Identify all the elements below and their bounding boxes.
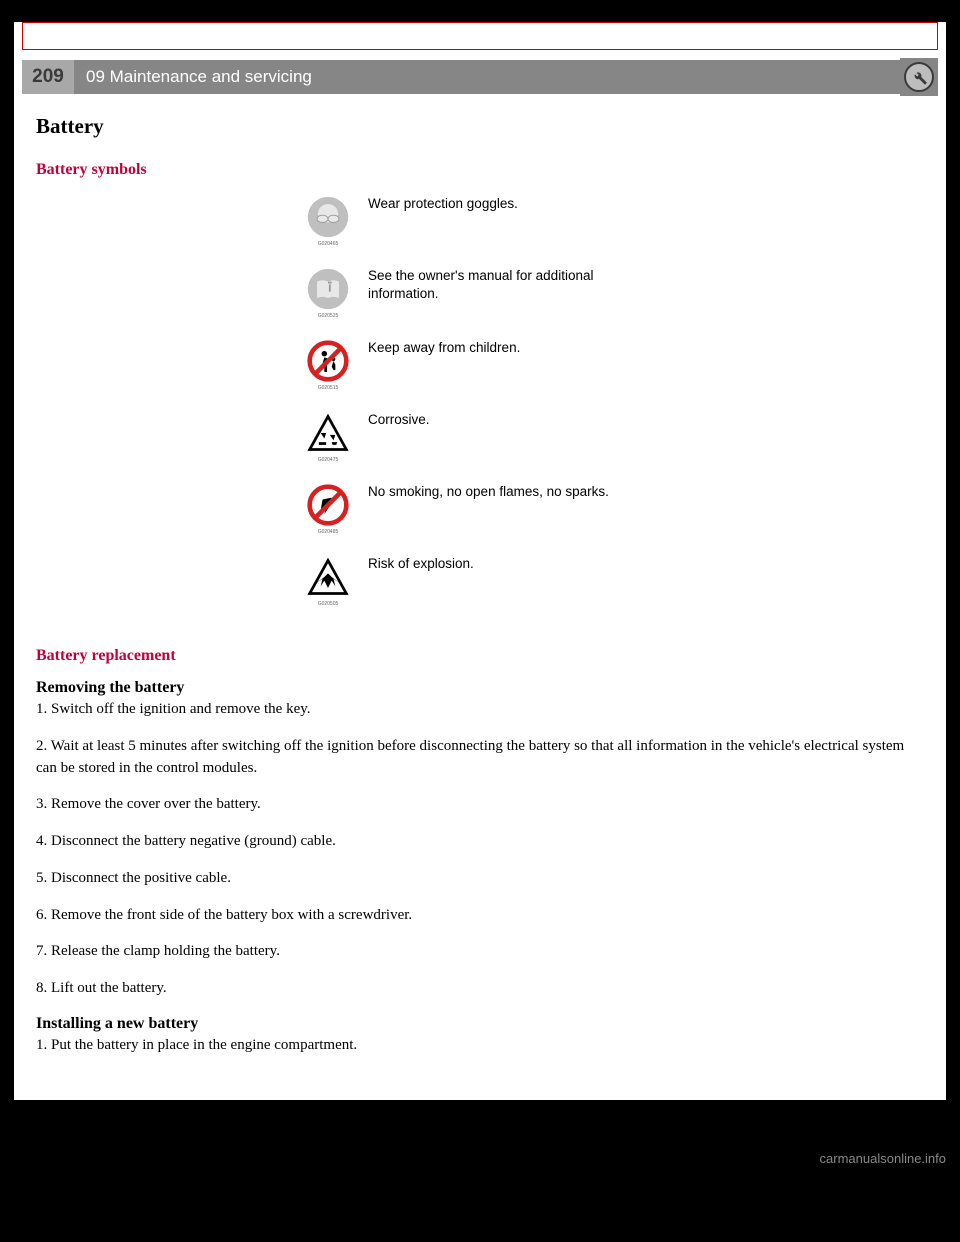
watermark: carmanualsonline.info xyxy=(820,1151,946,1166)
step: 8. Lift out the battery. xyxy=(36,978,924,1000)
symbol-text: Keep away from children. xyxy=(356,337,520,357)
section-battery-symbols: Battery symbols xyxy=(36,161,924,179)
step: 2. Wait at least 5 minutes after switchi… xyxy=(36,736,924,780)
icon-code: G020505 xyxy=(318,601,339,607)
chapter-title: 09 Maintenance and servicing xyxy=(74,60,900,94)
symbol-row: G020485 No smoking, no open flames, no s… xyxy=(300,481,660,547)
top-border-box xyxy=(22,22,938,50)
chapter-bar: 209 09 Maintenance and servicing xyxy=(22,58,938,96)
subsection-removing: Removing the battery xyxy=(36,679,924,697)
content-area: Battery Battery symbols G020465 Wear pro… xyxy=(14,96,946,1100)
page-number: 209 xyxy=(22,60,74,94)
symbol-text: Wear protection goggles. xyxy=(356,193,518,213)
manual-icon: G020525 xyxy=(300,265,356,331)
corrosive-icon: G020475 xyxy=(300,409,356,475)
wrench-badge xyxy=(900,58,938,96)
wrench-icon xyxy=(904,62,934,92)
symbol-row: G020465 Wear protection goggles. xyxy=(300,193,660,259)
symbol-row: G020525 See the owner's manual for addit… xyxy=(300,265,660,331)
symbol-text: See the owner's manual for additional in… xyxy=(356,265,660,303)
goggles-icon: G020465 xyxy=(300,193,356,259)
symbol-row: G020475 Corrosive. xyxy=(300,409,660,475)
icon-code: G020515 xyxy=(318,385,339,391)
explosion-icon: G020505 xyxy=(300,553,356,619)
icon-code: G020485 xyxy=(318,529,339,535)
step: 3. Remove the cover over the battery. xyxy=(36,794,924,816)
symbols-table: G020465 Wear protection goggles. G020525… xyxy=(300,193,660,619)
symbol-row: G020505 Risk of explosion. xyxy=(300,553,660,619)
icon-code: G020525 xyxy=(318,313,339,319)
icon-code: G020475 xyxy=(318,457,339,463)
step: 1. Put the battery in place in the engin… xyxy=(36,1035,924,1057)
subsection-installing: Installing a new battery xyxy=(36,1015,924,1033)
step: 7. Release the clamp holding the battery… xyxy=(36,941,924,963)
icon-code: G020465 xyxy=(318,241,339,247)
page-title: Battery xyxy=(36,114,924,139)
symbol-text: No smoking, no open flames, no sparks. xyxy=(356,481,609,501)
symbol-text: Risk of explosion. xyxy=(356,553,474,573)
step: 1. Switch off the ignition and remove th… xyxy=(36,699,924,721)
step: 5. Disconnect the positive cable. xyxy=(36,868,924,890)
step: 6. Remove the front side of the battery … xyxy=(36,905,924,927)
no-smoking-flames-icon: G020485 xyxy=(300,481,356,547)
symbol-row: G020515 Keep away from children. xyxy=(300,337,660,403)
keep-away-children-icon: G020515 xyxy=(300,337,356,403)
section-battery-replacement: Battery replacement xyxy=(36,647,924,665)
page: 209 09 Maintenance and servicing Battery… xyxy=(14,22,946,1100)
symbol-text: Corrosive. xyxy=(356,409,430,429)
step: 4. Disconnect the battery negative (grou… xyxy=(36,831,924,853)
